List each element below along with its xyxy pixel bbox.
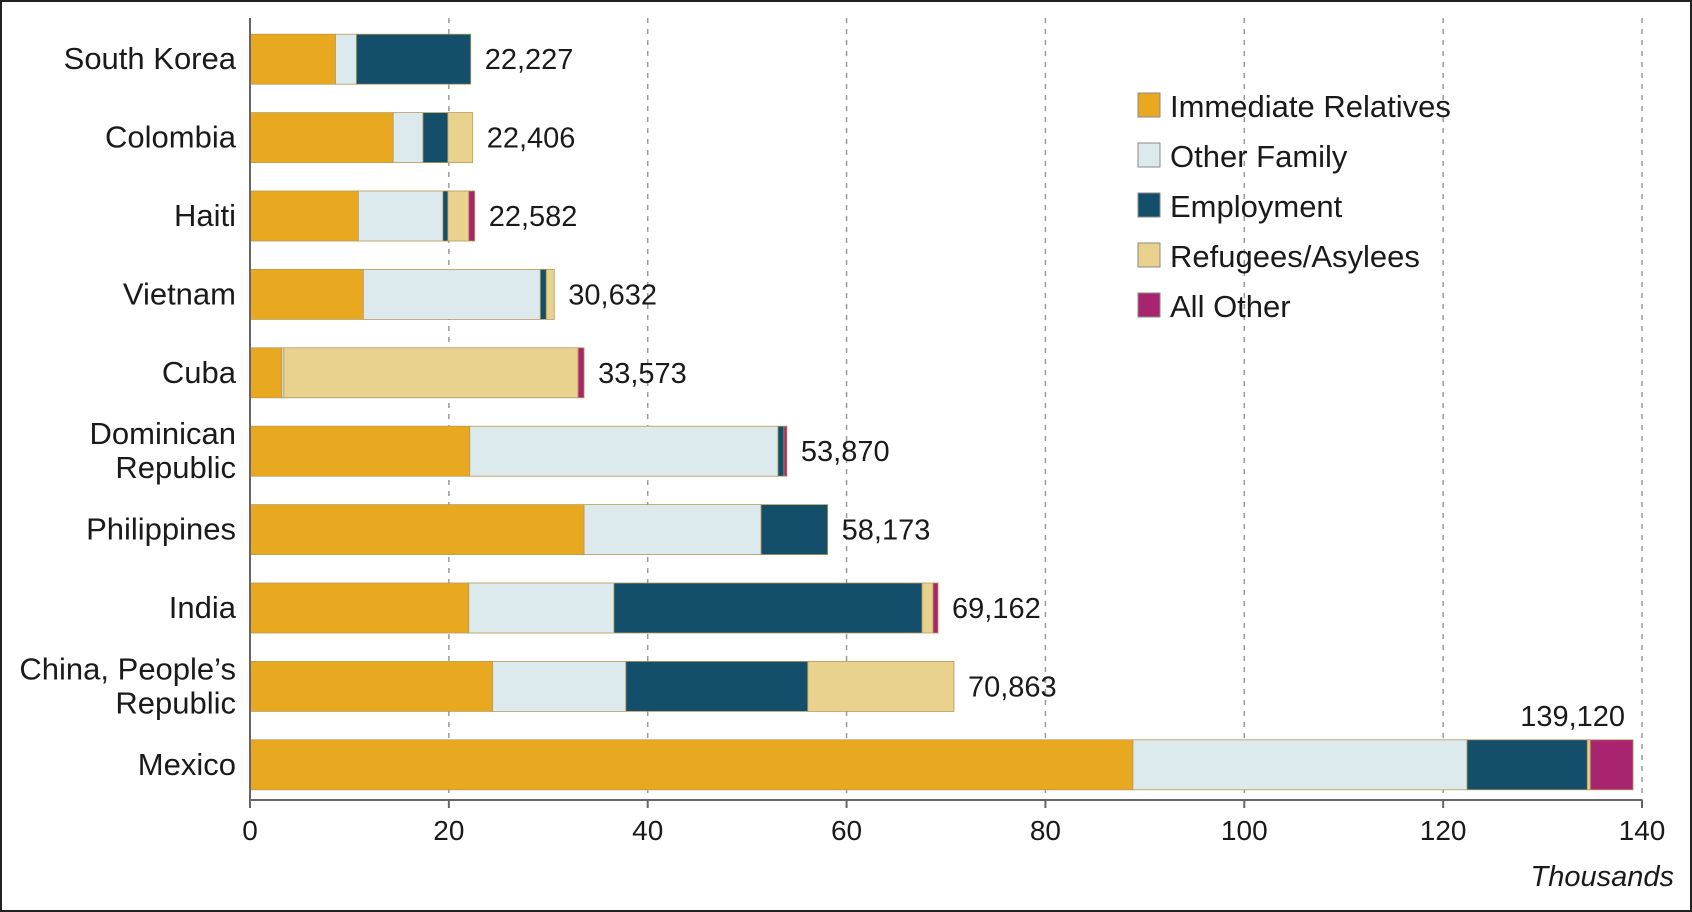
x-tick-label-3: 60 bbox=[831, 815, 862, 846]
category-label-2: Haiti bbox=[174, 198, 236, 233]
bar-segment-3-0 bbox=[249, 268, 364, 320]
x-tick-label-5: 100 bbox=[1221, 815, 1268, 846]
bar-segment-5-2 bbox=[777, 425, 785, 477]
category-label-5: Dominican Republic bbox=[90, 416, 236, 485]
category-label-line-8-1: Republic bbox=[115, 685, 236, 720]
bar-segment-6-0 bbox=[249, 504, 585, 556]
category-label-8: China, People’s Republic bbox=[19, 651, 236, 720]
x-tick-label-4: 80 bbox=[1030, 815, 1061, 846]
bar-segment-1-3 bbox=[447, 112, 474, 163]
bar-segment-7-1 bbox=[468, 582, 615, 634]
bar-segment-0-1 bbox=[335, 33, 357, 85]
bar-segment-2-0 bbox=[249, 190, 359, 242]
bar-segment-1-2 bbox=[422, 112, 449, 163]
category-label-line-5-0: Dominican bbox=[90, 416, 236, 451]
category-label-9: Mexico bbox=[138, 747, 236, 782]
bar-segment-4-0 bbox=[249, 347, 283, 399]
bar-segment-5-1 bbox=[469, 425, 779, 477]
axes: 0 20 40 60 80 100 120 140 Thousands bbox=[242, 18, 1674, 893]
category-label-line-3-0: Vietnam bbox=[123, 276, 236, 311]
total-label-2: 22,582 bbox=[489, 201, 578, 233]
bar-segment-2-4 bbox=[468, 190, 476, 242]
category-label-7: India bbox=[169, 590, 237, 625]
x-tick-label-6: 120 bbox=[1420, 815, 1467, 846]
category-label-line-8-0: China, People’s bbox=[19, 651, 236, 686]
total-label-3: 30,632 bbox=[568, 279, 657, 311]
bar-segment-6-1 bbox=[583, 504, 762, 556]
bar-segment-9-2 bbox=[1466, 739, 1588, 791]
bar-segment-3-1 bbox=[362, 268, 541, 320]
x-tick-label-0: 0 bbox=[242, 815, 258, 846]
category-label-line-5-1: Republic bbox=[115, 450, 236, 485]
legend-swatch-0 bbox=[1137, 92, 1161, 118]
x-unit-label: Thousands bbox=[1531, 861, 1675, 893]
total-label-1: 22,406 bbox=[487, 123, 576, 155]
total-label-8: 70,863 bbox=[968, 671, 1057, 703]
bar-segment-3-3 bbox=[545, 268, 555, 320]
category-label-line-7-0: India bbox=[169, 590, 237, 625]
category-label-4: Cuba bbox=[162, 355, 237, 390]
total-label-5: 53,870 bbox=[801, 436, 890, 468]
category-label-line-1-0: Colombia bbox=[105, 120, 237, 155]
legend-label-4: All Other bbox=[1170, 289, 1291, 324]
bar-segment-0-2 bbox=[355, 33, 472, 85]
legend-label-0: Immediate Relatives bbox=[1170, 89, 1451, 124]
total-label-0: 22,227 bbox=[485, 44, 574, 76]
bar-segment-9-0 bbox=[249, 739, 1134, 791]
legend: Immediate Relatives Other Family Employmen… bbox=[1137, 89, 1451, 324]
bar-segment-7-2 bbox=[613, 582, 923, 634]
category-label-6: Philippines bbox=[86, 512, 236, 547]
bar-segment-1-1 bbox=[392, 112, 424, 163]
legend-label-3: Refugees/Asylees bbox=[1170, 239, 1420, 274]
category-label-3: Vietnam bbox=[123, 276, 236, 311]
bar-segment-7-4 bbox=[932, 582, 939, 634]
x-tick-label-1: 20 bbox=[433, 815, 464, 846]
x-tick-label-2: 40 bbox=[632, 815, 663, 846]
bar-segment-7-0 bbox=[249, 582, 470, 634]
bar-segment-9-1 bbox=[1132, 739, 1468, 791]
bar-segment-2-1 bbox=[357, 190, 444, 242]
total-label-6: 58,173 bbox=[842, 515, 931, 547]
legend-label-2: Employment bbox=[1170, 189, 1343, 224]
bar-segment-4-4 bbox=[577, 347, 585, 399]
bar-segment-8-0 bbox=[249, 661, 494, 712]
bar-segment-6-2 bbox=[760, 504, 829, 556]
bar-segment-8-1 bbox=[492, 661, 627, 712]
bar-segment-4-3 bbox=[283, 347, 579, 399]
category-label-line-2-0: Haiti bbox=[174, 198, 236, 233]
category-label-line-6-0: Philippines bbox=[86, 512, 236, 547]
bar-segment-2-2 bbox=[442, 190, 449, 242]
bar-segment-5-4 bbox=[783, 425, 788, 477]
category-label-1: Colombia bbox=[105, 120, 237, 155]
category-label-0: South Korea bbox=[64, 41, 237, 76]
bar-segment-8-2 bbox=[625, 661, 809, 712]
bar-segment-1-0 bbox=[249, 112, 394, 163]
bars bbox=[249, 33, 1634, 791]
category-label-line-0-0: South Korea bbox=[64, 41, 237, 76]
bar-segment-9-3 bbox=[1586, 739, 1591, 791]
legend-swatch-4 bbox=[1137, 292, 1161, 318]
legend-swatch-3 bbox=[1137, 242, 1161, 268]
category-label-line-9-0: Mexico bbox=[138, 747, 236, 782]
legend-label-1: Other Family bbox=[1170, 139, 1348, 174]
bar-segment-9-4 bbox=[1589, 739, 1634, 791]
bar-segment-5-0 bbox=[249, 425, 471, 477]
total-label-9: 139,120 bbox=[1520, 701, 1625, 733]
bar-segment-0-0 bbox=[249, 33, 336, 85]
category-label-line-4-0: Cuba bbox=[162, 355, 237, 390]
labels: South Korea 22,227 Colombia 22,406 Haiti 22,5… bbox=[19, 41, 1625, 782]
bar-segment-8-3 bbox=[807, 661, 955, 712]
legend-swatch-2 bbox=[1137, 192, 1161, 218]
total-label-4: 33,573 bbox=[598, 358, 687, 390]
x-tick-label-7: 140 bbox=[1619, 815, 1666, 846]
bar-segment-2-3 bbox=[447, 190, 470, 242]
total-label-7: 69,162 bbox=[952, 593, 1041, 625]
bar-segment-3-2 bbox=[539, 268, 547, 320]
legend-swatch-1 bbox=[1137, 142, 1161, 168]
bar-segment-7-3 bbox=[921, 582, 934, 634]
